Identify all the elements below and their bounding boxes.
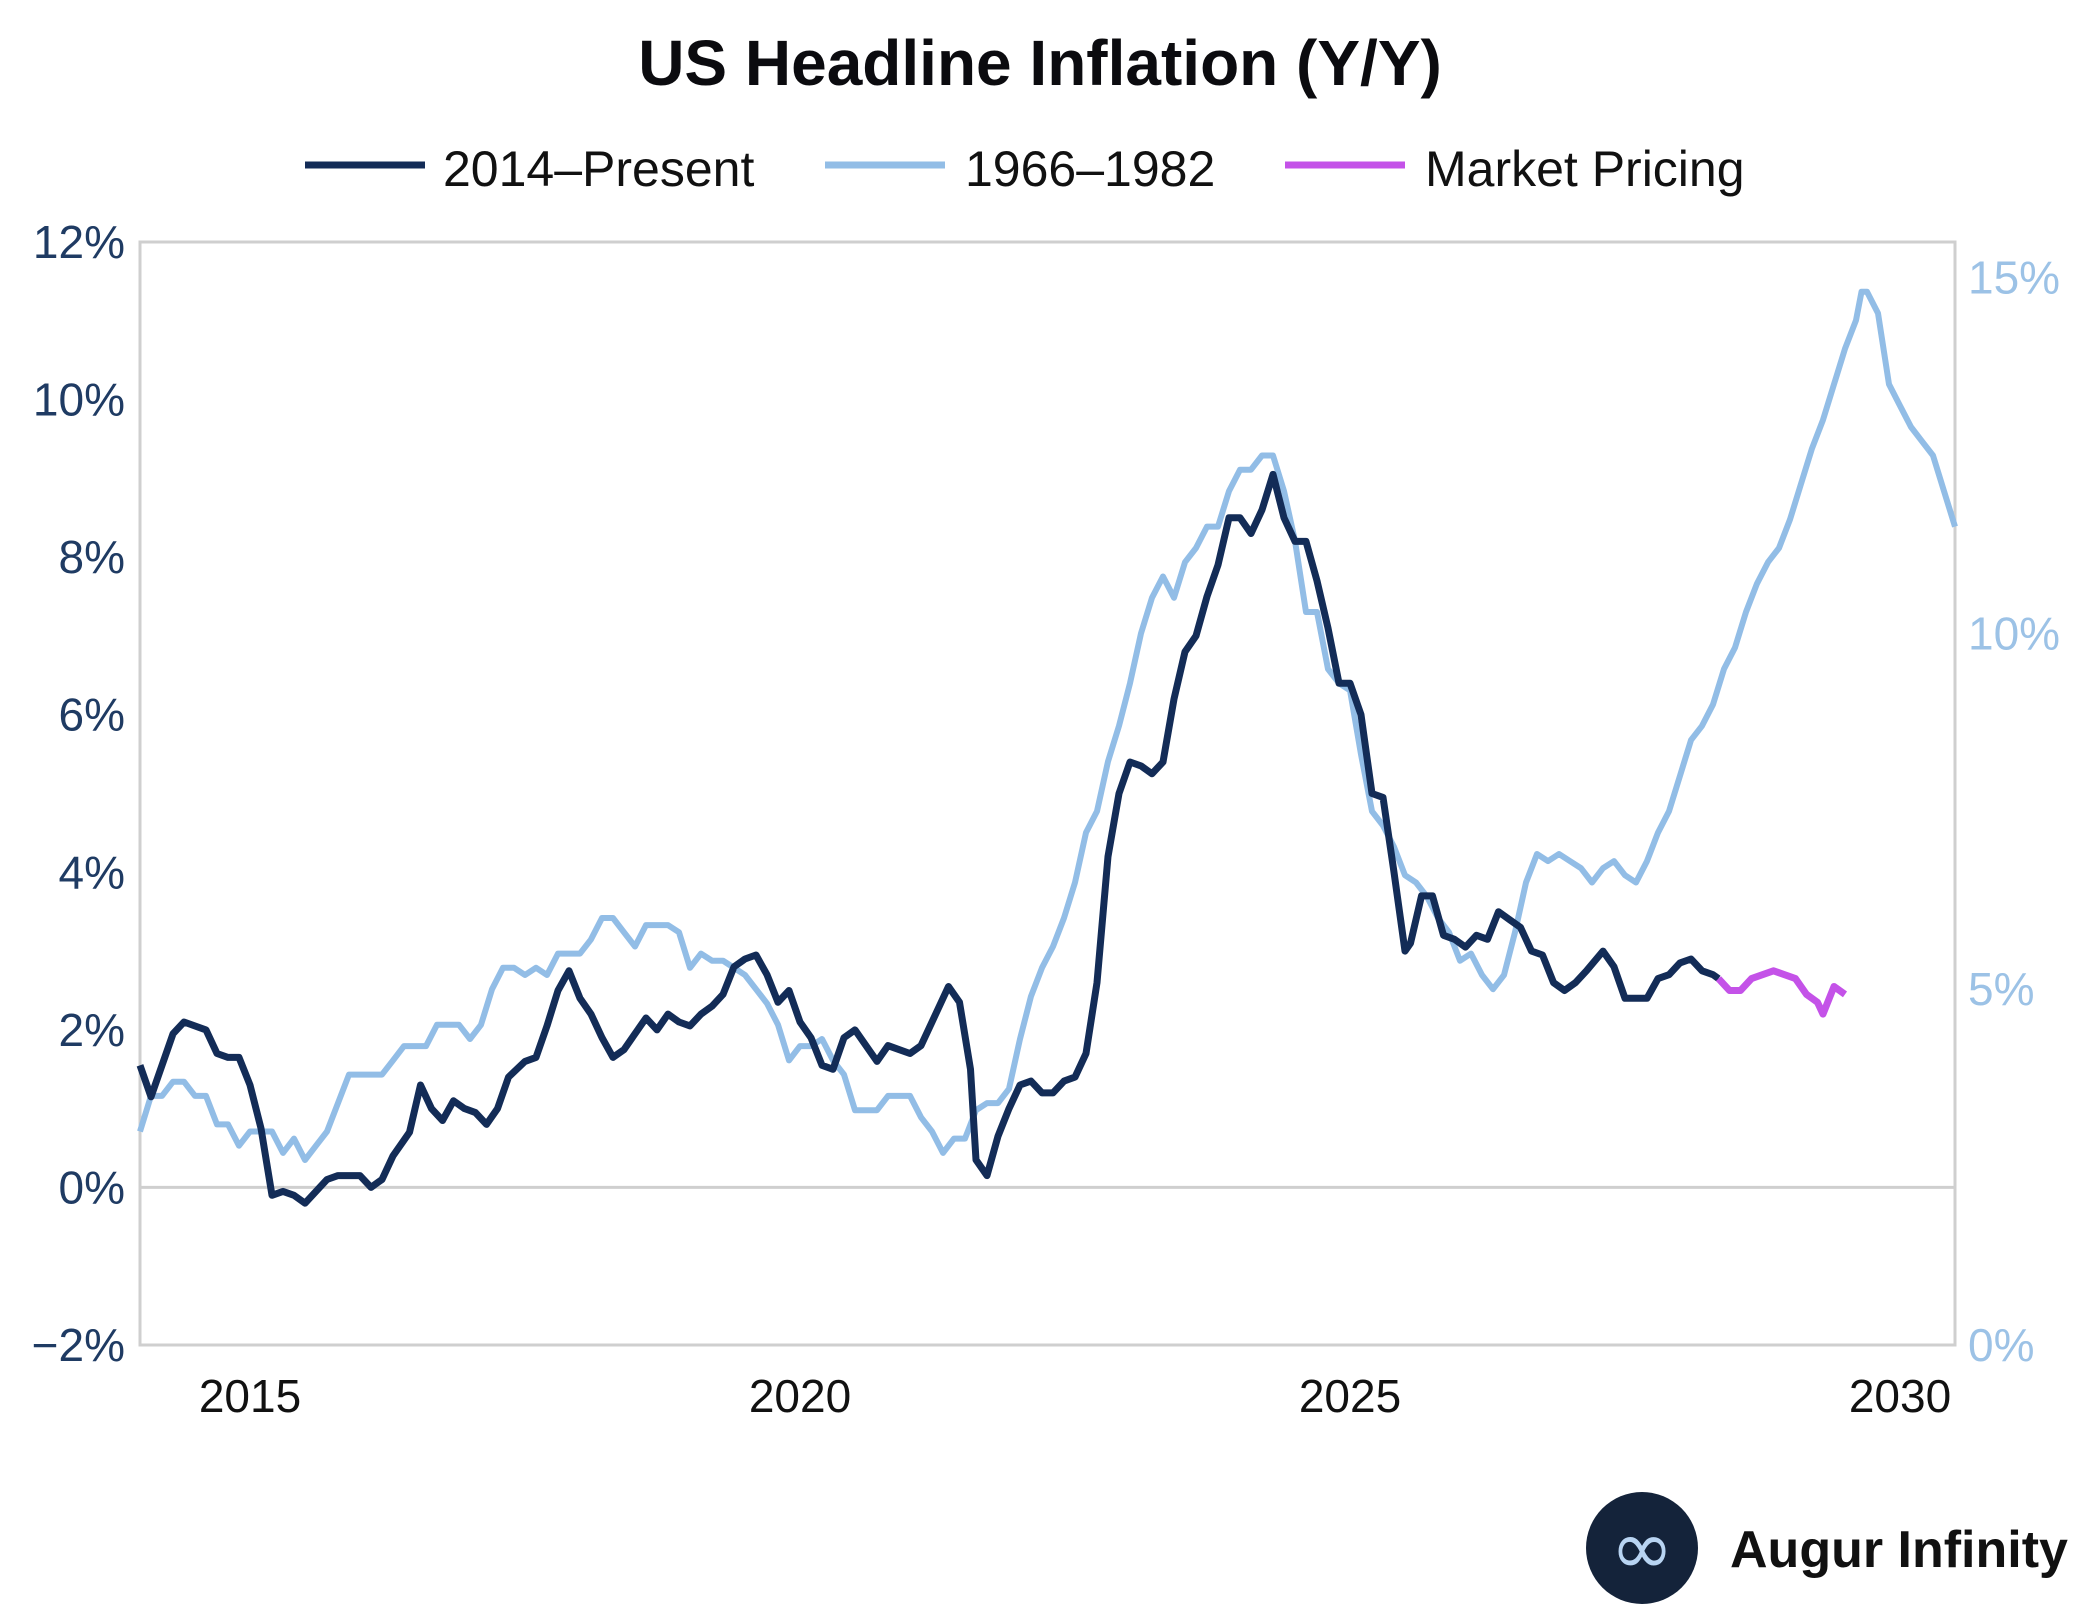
- chart-title: US Headline Inflation (Y/Y): [638, 27, 1442, 99]
- plot-area: [136, 288, 1958, 1207]
- series-line-1966-1982: [137, 288, 1958, 1163]
- y-tick-left: 12%: [33, 216, 125, 268]
- brand-name: Augur Infinity: [1730, 1521, 2068, 1579]
- y-tick-right: 0%: [1968, 1319, 2034, 1371]
- y-axis-right: 15% 10% 5% 0%: [1968, 252, 2060, 1371]
- infinity-icon: ∞: [1610, 1503, 1673, 1592]
- legend-label-1966-1982: 1966–1982: [965, 141, 1215, 197]
- y-tick-left: 0%: [59, 1161, 125, 1213]
- y-tick-left: 6%: [59, 689, 125, 741]
- legend-label-market-pricing: Market Pricing: [1425, 141, 1745, 197]
- plot-frame: [138, 240, 1957, 1347]
- legend: 2014–Present 1966–1982 Market Pricing: [305, 141, 1745, 197]
- x-tick: 2030: [1849, 1370, 1951, 1422]
- y-tick-right: 5%: [1968, 963, 2034, 1015]
- y-tick-left: −2%: [32, 1319, 125, 1371]
- y-tick-left: 8%: [59, 531, 125, 583]
- y-tick-left: 10%: [33, 374, 125, 426]
- y-tick-right: 15%: [1968, 252, 2060, 304]
- series-line-2014-present: [136, 470, 1721, 1207]
- y-axis-left: 12% 10% 8% 6% 4% 2% 0% −2%: [32, 216, 125, 1371]
- x-tick: 2025: [1299, 1370, 1401, 1422]
- brand-logo: ∞: [1586, 1492, 1698, 1604]
- series-line-market-pricing: [1715, 967, 1848, 1018]
- y-tick-left: 4%: [59, 846, 125, 898]
- brand-logo-circle: [1586, 1492, 1698, 1604]
- legend-label-2014-present: 2014–Present: [443, 141, 754, 197]
- x-axis: 2015 2020 2025 2030: [199, 1370, 1951, 1422]
- y-tick-left: 2%: [59, 1004, 125, 1056]
- y-tick-right: 10%: [1968, 607, 2060, 659]
- x-tick: 2015: [199, 1370, 301, 1422]
- x-tick: 2020: [749, 1370, 851, 1422]
